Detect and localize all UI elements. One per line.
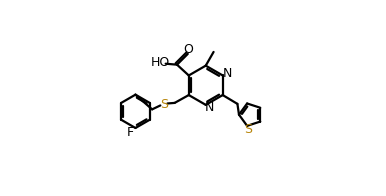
Text: S: S: [244, 123, 252, 136]
Text: S: S: [160, 98, 168, 111]
Text: F: F: [127, 126, 134, 139]
Text: HO: HO: [151, 56, 170, 69]
Text: N: N: [205, 101, 214, 114]
Text: O: O: [183, 43, 193, 56]
Text: N: N: [222, 67, 232, 80]
